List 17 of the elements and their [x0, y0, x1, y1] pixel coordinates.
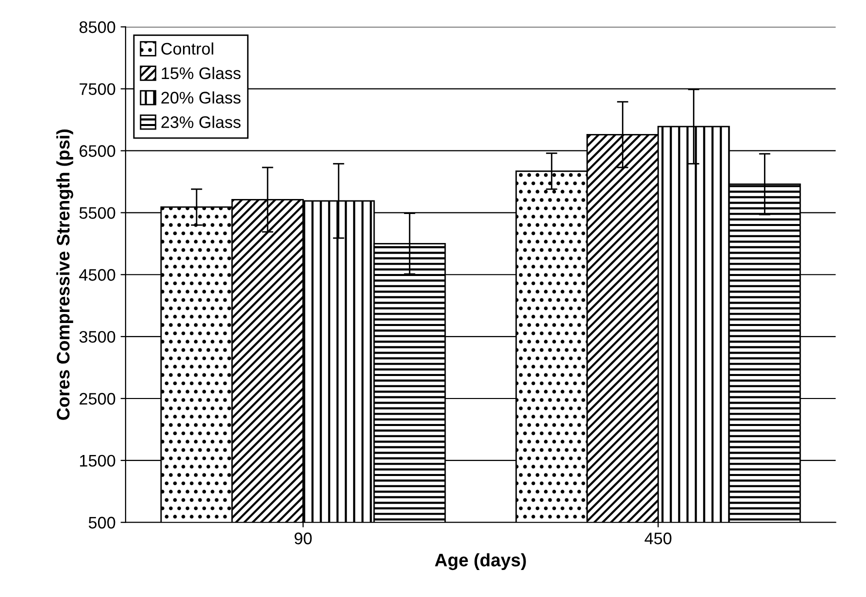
legend-label: 20% Glass — [161, 91, 241, 104]
y-tick-label: 8500 — [80, 21, 116, 34]
legend-label: 15% Glass — [162, 66, 241, 80]
y-tick-label: 2500 — [80, 392, 116, 405]
y-tick-label: 6500 — [80, 145, 116, 157]
legend-label: Control — [161, 42, 214, 55]
y-tick-label: 3500 — [79, 330, 116, 343]
x-tick-label: 90 — [294, 532, 312, 544]
y-tick-label: 4500 — [79, 269, 116, 281]
y-tick-label: 500 — [88, 516, 116, 529]
x-tick-label: 450 — [644, 532, 672, 544]
x-axis-title: Age (days) — [434, 553, 526, 570]
y-tick-label: 5500 — [79, 207, 116, 219]
y-tick-label: 1500 — [80, 454, 116, 467]
legend-label: 23% Glass — [161, 116, 241, 128]
y-tick-label: 7500 — [80, 83, 116, 96]
y-axis-title: Cores Compressive Strength (psi) — [56, 130, 74, 420]
